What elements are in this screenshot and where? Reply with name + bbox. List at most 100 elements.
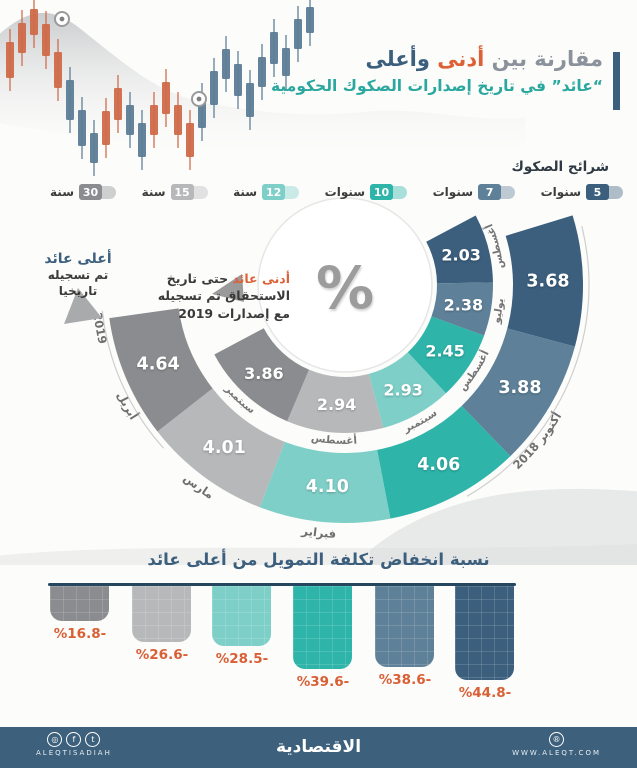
- candlestick: [246, 83, 254, 117]
- inner-ring-segment: [407, 316, 485, 394]
- funding-cost-value: %28.5-: [215, 651, 269, 667]
- inner-ring-segment: [426, 215, 493, 284]
- legend-tenor-unit: سنوات: [324, 185, 366, 199]
- title-part-gray: مقارنة بين: [491, 47, 603, 71]
- candlestick: [54, 52, 62, 88]
- legend-swoosh: [99, 186, 116, 199]
- candlestick: [6, 42, 14, 78]
- center-circle: [267, 207, 423, 363]
- candlestick: [306, 7, 314, 33]
- gray-band: [0, 544, 637, 565]
- annotation-highest-title: أعلى عائد: [44, 251, 112, 267]
- outer-ring-value: 3.88: [498, 378, 541, 398]
- candlestick-decoration: [0, 0, 525, 176]
- inner-ring-value: 2.93: [383, 380, 422, 399]
- legend-tenor-number: 10: [370, 184, 394, 200]
- legend: 5 سنوات 7 سنوات 10 سنوات 12 سنة 15 سنة 30 سنة: [50, 184, 623, 200]
- facebook-icon: f: [66, 732, 82, 747]
- bar-chart: %16.8- %26.6- %28.5- %39.6- %38.6- %44.8-: [48, 586, 516, 711]
- month-bracket: [101, 310, 165, 449]
- outer-ring-segment: [461, 328, 575, 457]
- funding-cost-value: %44.8-: [458, 685, 512, 701]
- candlestick: [114, 88, 122, 120]
- annotation-lowest-line2: الاستحقاق تم تسجيله: [157, 288, 290, 304]
- legend-tenor-number: 5: [586, 184, 609, 200]
- inner-ring-value: 2.45: [425, 342, 464, 361]
- bar-chart-baseline: [48, 583, 516, 586]
- candlestick: [162, 82, 170, 114]
- annotation-lowest-line3: مع إصدارات 2019: [178, 305, 290, 321]
- funding-cost-value: %38.6-: [378, 672, 432, 688]
- legend-item-10y: 10 سنوات: [324, 184, 408, 200]
- candlestick: [210, 71, 218, 105]
- outer-ring-value: 4.64: [137, 354, 180, 374]
- inner-month-label: يوليو: [490, 298, 506, 326]
- funding-cost-bar-1: [50, 586, 109, 621]
- outer-ring-segment: [377, 405, 511, 519]
- candlestick: [282, 48, 290, 76]
- website-icon-wrap: ®: [512, 732, 601, 747]
- legend-swoosh: [498, 186, 516, 199]
- month-bracket: [466, 225, 590, 497]
- trend-marker-dot: [59, 16, 65, 22]
- radial-yield-chart: 2.03 2.38 2.452.93 2.94 3.86 3.68 3.88 4.06 4.10…: [64, 197, 590, 541]
- legend-tenor-unit: سنة: [141, 185, 166, 199]
- gray-swoosh: [370, 488, 637, 565]
- inner-ring-value: 2.03: [441, 245, 480, 264]
- legend-tenor-unit: سنة: [233, 185, 258, 199]
- footer: الاقتصادية ◎ f t ALEQTISADIAH ® WWW.ALEQ…: [0, 727, 637, 768]
- legend-swoosh: [190, 186, 208, 199]
- candlestick: [18, 23, 26, 53]
- title-accent-bar: [613, 52, 620, 110]
- inner-ring-segment: [287, 369, 384, 433]
- legend-swoosh: [282, 186, 300, 199]
- trend-marker-dot: [196, 96, 202, 102]
- legend-tenor-unit: سنوات: [540, 185, 581, 199]
- legend-tenor-number: 15: [170, 184, 194, 200]
- candlestick: [42, 24, 50, 56]
- lowest-yield-arrow: [212, 274, 244, 302]
- inner-ring-value: 2.38: [444, 295, 483, 314]
- candlestick: [234, 64, 242, 96]
- outer-ring-value: 4.10: [306, 477, 349, 497]
- twitter-icon: t: [85, 732, 101, 747]
- annotation-highest-sub: تم تسجيله تاريخيا: [47, 268, 109, 298]
- funding-cost-bar-3: [212, 586, 271, 646]
- candlestick: [102, 111, 110, 145]
- title-part-blue: وأعلى: [365, 47, 430, 71]
- globe-icon: ®: [549, 732, 565, 747]
- outer-ring-value: 4.06: [417, 455, 460, 475]
- legend-swoosh: [606, 186, 623, 199]
- outer-month-label: فبراير: [300, 523, 337, 541]
- website-url: WWW.ALEQT.COM: [512, 749, 601, 757]
- highest-yield-arrow: [64, 288, 102, 324]
- inner-month-label: أغسطس: [310, 432, 357, 448]
- percent-symbol: %: [316, 254, 374, 322]
- outer-ring-value: 4.01: [203, 438, 246, 458]
- funding-cost-value: %16.8-: [53, 626, 107, 642]
- legend-tenor-unit: سنة: [50, 185, 74, 199]
- inner-ring-value: 3.86: [244, 364, 283, 383]
- title-part-orange: أدنى: [437, 47, 485, 71]
- annotation-highest-yield: أعلى عائد تم تسجيله تاريخيا: [28, 250, 128, 299]
- legend-tenor-number: 30: [79, 184, 102, 200]
- social-icons: ◎ f t: [36, 732, 112, 747]
- candlestick: [186, 123, 194, 157]
- legend-item-7y: 7 سنوات: [433, 184, 516, 200]
- inner-ring-segment: [431, 282, 493, 336]
- funding-cost-bar-6: [455, 586, 514, 680]
- candlestick: [174, 105, 182, 135]
- legend-item-30y: 30 سنة: [50, 184, 116, 200]
- candlestick: [90, 133, 98, 163]
- footer-social: ◎ f t ALEQTISADIAH: [36, 732, 112, 757]
- legend-tenor-number: 7: [478, 184, 502, 200]
- legend-item-5y: 5 سنوات: [540, 184, 623, 200]
- bottom-chart-title: نسبة انخفاض تكلفة التمويل من أعلى عائد: [147, 550, 490, 569]
- inner-ring-segment: [214, 328, 310, 422]
- candlestick: [258, 57, 266, 87]
- page-title: مقارنة بين أدنى وأعلى “عائد” في تاريخ إص…: [271, 46, 603, 95]
- candlestick: [138, 123, 146, 157]
- inner-ring-value: 2.94: [317, 395, 356, 414]
- funding-cost-bar-5: [375, 586, 434, 667]
